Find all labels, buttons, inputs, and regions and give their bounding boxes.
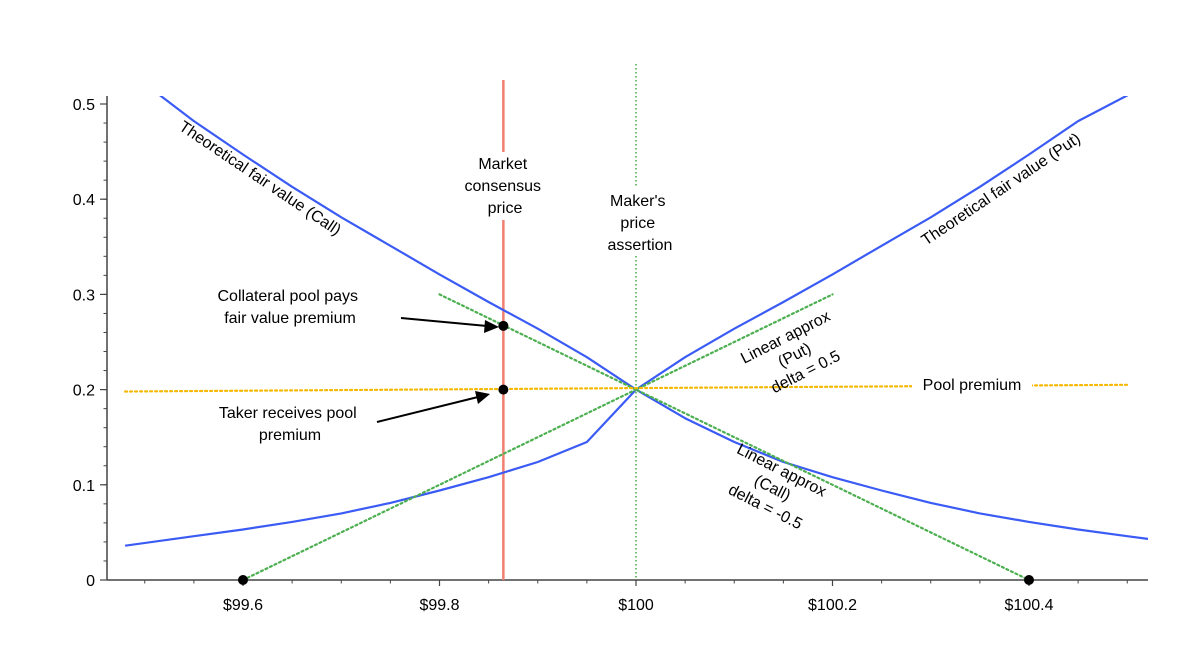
y-tick-label: 0.5 [73,97,95,114]
taker-arrow [376,396,479,423]
data-point [498,384,509,395]
market-label-bg [466,152,548,220]
market-label-line-2: consensus [465,178,542,195]
x-tick-label: $100 [618,597,654,614]
data-point [1024,575,1034,585]
maker-label: Maker's price assertion [608,193,673,254]
data-point [238,575,248,585]
maker-label-line-3: assertion [608,237,673,254]
collateral-arrowhead [484,320,499,333]
collateral-label: Collateral pool pays fair value premium [218,288,363,327]
maker-label-line-1: Maker's [610,193,666,210]
data-point [498,320,509,331]
market-label-line-3: price [488,200,523,217]
maker-label-bg [598,188,682,256]
put-curve-label: Theoretical fair value (Put) [919,130,1084,249]
annotations: Theoretical fair value (Call) Theoretica… [176,118,1084,533]
y-tick-label: 0.2 [73,383,95,400]
y-tick-label: 0 [86,573,95,590]
collateral-label-line-1: Collateral pool pays [218,288,359,305]
linear-put-label: Linear approx (Put) delta = 0.5 [738,306,855,403]
y-tick-label: 0.4 [73,192,95,209]
market-label: Market consensus price [465,156,546,217]
x-ticks: $99.6 $99.8 $100 $100.2 $100.4 [223,580,1054,614]
y-tick-label: 0.1 [73,478,95,495]
y-ticks: 0 0.1 0.2 0.3 0.4 0.5 [73,97,107,590]
pool-premium-label-bg [912,374,1032,396]
maker-label-line-2: price [620,215,655,232]
taker-label: Taker receives pool premium [219,405,361,444]
x-tick-label: $100.4 [1005,597,1054,614]
call-curve [159,96,1148,540]
data-points [238,320,1034,585]
taker-label-line-1: Taker receives pool [219,405,357,422]
x-tick-label: $99.8 [419,597,459,614]
series-lines [123,96,1148,580]
collateral-arrow [400,317,488,327]
collateral-label-line-2: fair value premium [224,310,356,327]
linear-approx-put [241,293,834,580]
axes: $99.6 $99.8 $100 $100.2 $100.4 0 0.1 0.2 0.3 0.4… [73,96,1148,614]
x-tick-label: $100.2 [808,597,857,614]
linear-approx-call [438,293,1031,580]
put-curve [124,96,1129,547]
taker-label-line-2: premium [259,427,321,444]
call-curve-label: Theoretical fair value (Call) [176,118,344,239]
pool-premium-label: Pool premium [923,377,1022,394]
taker-arrowhead [475,391,490,404]
x-tick-label: $99.6 [223,597,263,614]
market-label-line-1: Market [478,156,527,173]
y-tick-label: 0.3 [73,287,95,304]
